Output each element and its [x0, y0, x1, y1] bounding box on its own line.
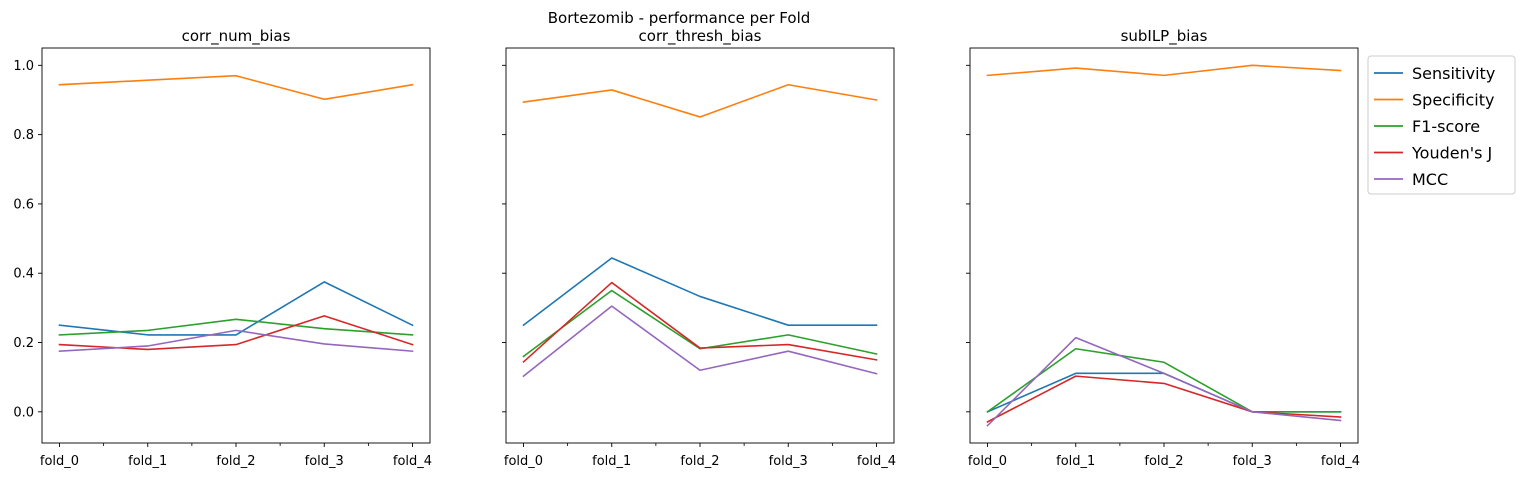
x-tick-label: fold_4 [393, 454, 432, 469]
legend-label: MCC [1412, 170, 1448, 189]
y-tick-label: 0.8 [13, 128, 34, 143]
series-line-specificity [986, 64, 1342, 77]
x-tick-label: fold_1 [128, 454, 167, 469]
legend: Sensitivity Specificity F1-score Youden's J… [1367, 55, 1516, 195]
x-tick-label: fold_2 [216, 454, 255, 469]
x-tick-label: fold_0 [968, 454, 1007, 469]
series-line-mcc [986, 336, 1342, 427]
legend-label: Sensitivity [1412, 64, 1495, 83]
x-tick-label: fold_2 [680, 454, 719, 469]
x-tick-label: fold_4 [1321, 454, 1360, 469]
x-tick-label: fold_3 [769, 454, 808, 469]
y-tick-label: 0.6 [13, 197, 34, 212]
panel-subILP_bias: subILP_bias fold_0 fold_1 fold_2 fold_3 fold_… [966, 27, 1360, 469]
series-line-youden-s-j [986, 375, 1342, 423]
panel-title: corr_thresh_bias [639, 27, 762, 46]
series-line-f1-score [986, 347, 1342, 413]
series-line-mcc [522, 305, 878, 378]
y-tick-label: 1.0 [13, 59, 34, 74]
panel-corr_num_bias: corr_num_bias 0.0 0.2 0.4 0.6 0.8 1.0 fold_0 fol… [13, 27, 432, 469]
x-tick-label: fold_2 [1144, 454, 1183, 469]
series-line-sensitivity [522, 257, 878, 327]
legend-box [1367, 55, 1516, 195]
series-line-mcc [58, 329, 414, 353]
panel-corr_thresh_bias: corr_thresh_bias fold_0 fold_1 fold_2 fold_3… [502, 27, 896, 469]
legend-label: Youden's J [1411, 144, 1492, 163]
legend-label: Specificity [1412, 91, 1494, 110]
x-tick-label: fold_3 [305, 454, 344, 469]
x-tick-label: fold_1 [1056, 454, 1095, 469]
axes-frame [505, 47, 895, 444]
y-tick-label: 0.0 [13, 405, 34, 420]
figure-suptitle: Bortezomib - performance per Fold [548, 9, 811, 27]
legend-label: F1-score [1412, 117, 1480, 136]
panel-title: subILP_bias [1121, 27, 1208, 46]
x-tick-label: fold_4 [857, 454, 896, 469]
x-tick-label: fold_3 [1233, 454, 1272, 469]
x-tick-label: fold_0 [504, 454, 543, 469]
series-line-f1-score [522, 289, 878, 358]
x-tick-label: fold_0 [40, 454, 79, 469]
series-line-youden-s-j [522, 281, 878, 364]
axes-frame [41, 47, 431, 444]
x-tick-label: fold_1 [592, 454, 631, 469]
series-line-f1-score [58, 318, 414, 336]
y-tick-label: 0.2 [13, 336, 34, 351]
series-line-sensitivity [986, 372, 1342, 413]
series-line-specificity [58, 74, 414, 101]
panel-title: corr_num_bias [182, 27, 291, 46]
y-tick-label: 0.4 [13, 267, 34, 282]
series-line-specificity [522, 83, 878, 118]
